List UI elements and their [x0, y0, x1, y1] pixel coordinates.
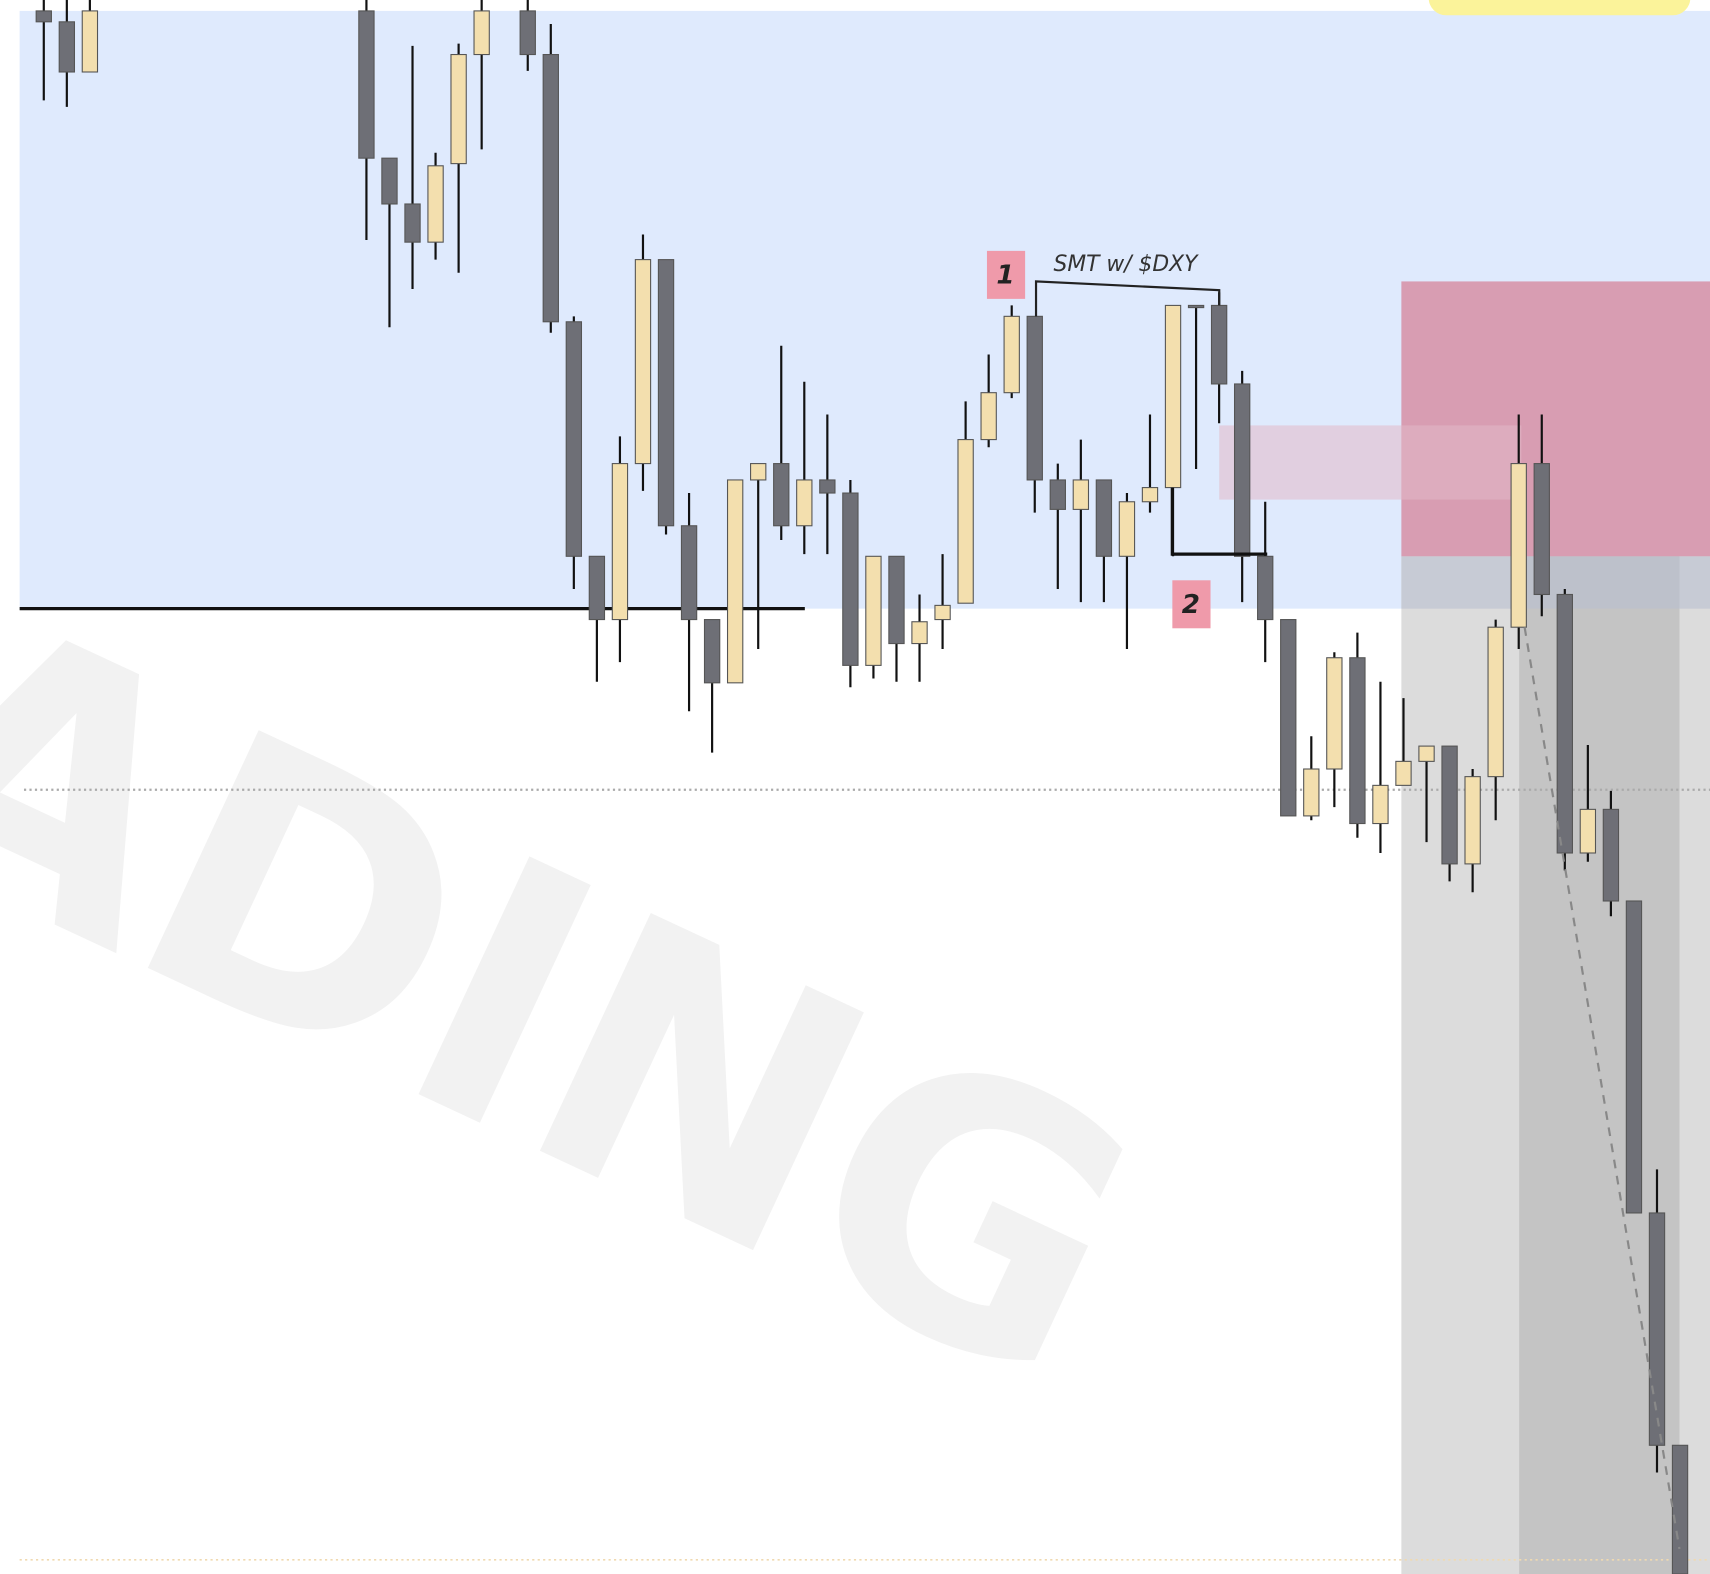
candle-body — [1349, 657, 1366, 825]
candle-body — [819, 479, 836, 494]
candle-body — [611, 463, 629, 621]
candle-body — [865, 555, 882, 666]
candle-body — [358, 10, 375, 159]
candle-body — [1579, 808, 1597, 854]
candle-body — [81, 10, 99, 73]
candle-body — [427, 165, 444, 243]
candle-body — [1464, 776, 1481, 865]
candle-body — [1303, 768, 1320, 817]
candle-body — [1164, 304, 1182, 489]
candle-body — [957, 439, 974, 604]
candle-body — [1003, 315, 1020, 394]
candle-body — [381, 157, 398, 205]
candle-body — [842, 492, 859, 666]
pink-box — [1219, 425, 1522, 500]
candle-body — [565, 321, 583, 557]
candle-body — [1671, 1444, 1689, 1574]
candle-body — [1648, 1212, 1666, 1446]
candle-body — [1625, 900, 1643, 1214]
candle-body — [519, 10, 536, 56]
break-line — [1170, 487, 1268, 556]
candle-body — [1602, 808, 1620, 902]
candle-body — [634, 259, 652, 465]
candle-body — [1556, 593, 1573, 854]
overlap-zone — [1401, 556, 1710, 609]
candle-body — [750, 463, 767, 481]
red-box — [1401, 281, 1710, 557]
candle-body — [657, 259, 675, 527]
candle-body — [1372, 784, 1389, 825]
candle-body — [404, 203, 421, 243]
candle-body — [796, 479, 813, 527]
candle-body — [980, 392, 997, 441]
candle-body — [1118, 501, 1136, 557]
candle-body — [1418, 745, 1435, 762]
candle-body — [1326, 657, 1343, 770]
candle-body — [35, 10, 52, 23]
candle-body — [542, 53, 559, 323]
candle-body — [1026, 315, 1043, 481]
candle-body — [1141, 487, 1159, 503]
candle-body — [911, 621, 928, 645]
candle-body — [1233, 383, 1251, 557]
candle-body — [726, 479, 744, 684]
candle-body — [1280, 619, 1297, 817]
candle-body — [473, 10, 490, 56]
candle-body — [1441, 745, 1458, 865]
candle-body — [1210, 304, 1228, 385]
candle-body — [1049, 479, 1066, 510]
label-box — [986, 250, 1026, 299]
label-box — [1172, 580, 1211, 629]
candle-body — [1487, 626, 1504, 778]
annotation: SMT w/ $DXY — [1054, 252, 1200, 277]
candle-body — [773, 463, 790, 527]
candle-body — [58, 21, 76, 73]
candle-body — [1095, 479, 1113, 557]
candle-body — [1395, 760, 1412, 786]
smt-bracket — [1034, 280, 1221, 317]
candle-body — [1510, 463, 1527, 628]
candle-body — [934, 604, 951, 621]
candle-body — [450, 53, 467, 165]
candle-body — [888, 555, 905, 645]
candle-body — [1257, 555, 1274, 621]
annotation: 1 — [996, 260, 1014, 290]
candle-body — [680, 525, 698, 621]
candle-body — [703, 619, 721, 684]
annotation: 2 — [1182, 590, 1200, 620]
candle-body — [1533, 463, 1550, 596]
path-line — [1523, 627, 1681, 1550]
candle-body — [1072, 479, 1090, 510]
badge — [1428, 0, 1691, 16]
candle-body — [1187, 304, 1205, 309]
candle-body — [588, 555, 606, 621]
candles — [35, 0, 1689, 1574]
